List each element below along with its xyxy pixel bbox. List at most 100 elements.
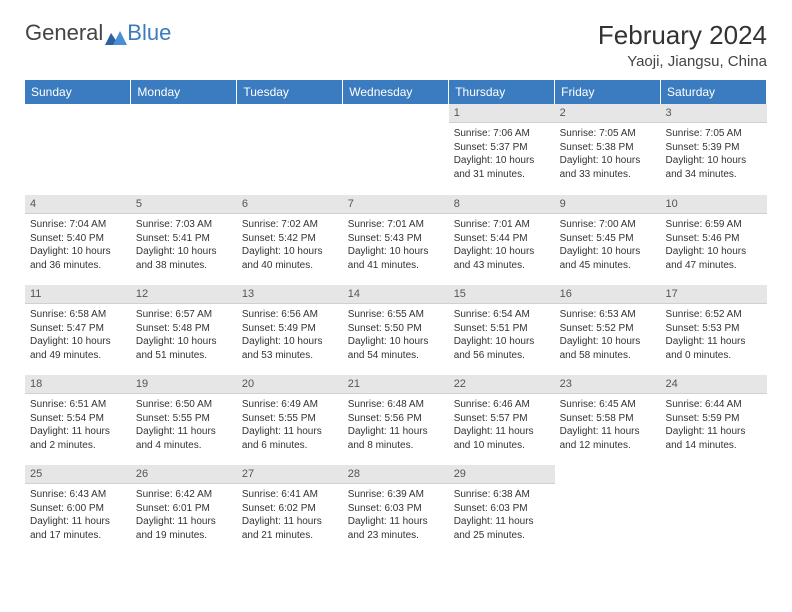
day-number: 26 <box>131 465 237 484</box>
daylight-text: Daylight: 10 hours and 56 minutes. <box>454 335 550 362</box>
sunrise-text: Sunrise: 7:00 AM <box>560 218 656 232</box>
sunset-text: Sunset: 5:43 PM <box>348 232 444 246</box>
daylight-text: Daylight: 11 hours and 14 minutes. <box>666 425 762 452</box>
calendar-cell: 1Sunrise: 7:06 AMSunset: 5:37 PMDaylight… <box>449 104 555 194</box>
page-header: General Blue February 2024 Yaoji, Jiangs… <box>25 20 767 70</box>
sunrise-text: Sunrise: 6:51 AM <box>30 398 126 412</box>
day-number: 14 <box>343 285 449 304</box>
daylight-text: Daylight: 11 hours and 10 minutes. <box>454 425 550 452</box>
day-number: 8 <box>449 195 555 214</box>
day-body: Sunrise: 6:51 AMSunset: 5:54 PMDaylight:… <box>25 394 131 456</box>
sunrise-text: Sunrise: 6:58 AM <box>30 308 126 322</box>
day-body: Sunrise: 6:48 AMSunset: 5:56 PMDaylight:… <box>343 394 449 456</box>
calendar-cell <box>555 464 661 554</box>
sunrise-text: Sunrise: 6:44 AM <box>666 398 762 412</box>
calendar-cell: 4 Sunrise: 7:04 AMSunset: 5:40 PMDaylight… <box>25 194 131 284</box>
daylight-text: Daylight: 10 hours and 40 minutes. <box>242 245 338 272</box>
day-number: 20 <box>237 375 343 394</box>
sunrise-text: Sunrise: 6:49 AM <box>242 398 338 412</box>
calendar-cell <box>25 104 131 194</box>
sunset-text: Sunset: 5:49 PM <box>242 322 338 336</box>
sunset-text: Sunset: 5:39 PM <box>666 141 762 155</box>
day-body: Sunrise: 7:05 AMSunset: 5:39 PMDaylight:… <box>661 123 767 185</box>
sunset-text: Sunset: 5:56 PM <box>348 412 444 426</box>
day-body: Sunrise: 6:41 AMSunset: 6:02 PMDaylight:… <box>237 484 343 546</box>
day-number: 4 <box>25 195 131 214</box>
sunrise-text: Sunrise: 7:01 AM <box>454 218 550 232</box>
day-number: 27 <box>237 465 343 484</box>
sunrise-text: Sunrise: 7:04 AM <box>30 218 126 232</box>
day-header: Sunday <box>25 80 131 104</box>
sunrise-text: Sunrise: 7:01 AM <box>348 218 444 232</box>
sunrise-text: Sunrise: 6:59 AM <box>666 218 762 232</box>
sunrise-text: Sunrise: 7:03 AM <box>136 218 232 232</box>
day-number: 22 <box>449 375 555 394</box>
daylight-text: Daylight: 11 hours and 17 minutes. <box>30 515 126 542</box>
calendar-cell: 6Sunrise: 7:02 AMSunset: 5:42 PMDaylight… <box>237 194 343 284</box>
daylight-text: Daylight: 11 hours and 2 minutes. <box>30 425 126 452</box>
calendar-cell: 10Sunrise: 6:59 AMSunset: 5:46 PMDayligh… <box>661 194 767 284</box>
sunset-text: Sunset: 5:48 PM <box>136 322 232 336</box>
sunrise-text: Sunrise: 6:46 AM <box>454 398 550 412</box>
sunrise-text: Sunrise: 6:57 AM <box>136 308 232 322</box>
brand-logo: General Blue <box>25 20 171 46</box>
daylight-text: Daylight: 11 hours and 19 minutes. <box>136 515 232 542</box>
daylight-text: Daylight: 10 hours and 45 minutes. <box>560 245 656 272</box>
daylight-text: Daylight: 10 hours and 47 minutes. <box>666 245 762 272</box>
daylight-text: Daylight: 10 hours and 36 minutes. <box>30 245 126 272</box>
location-text: Yaoji, Jiangsu, China <box>598 53 767 70</box>
day-header: Tuesday <box>237 80 343 104</box>
day-number: 24 <box>661 375 767 394</box>
day-body: Sunrise: 7:06 AMSunset: 5:37 PMDaylight:… <box>449 123 555 185</box>
day-body: Sunrise: 6:57 AMSunset: 5:48 PMDaylight:… <box>131 304 237 366</box>
day-number: 10 <box>661 195 767 214</box>
calendar-cell: 26Sunrise: 6:42 AMSunset: 6:01 PMDayligh… <box>131 464 237 554</box>
sunrise-text: Sunrise: 6:43 AM <box>30 488 126 502</box>
calendar-cell: 8Sunrise: 7:01 AMSunset: 5:44 PMDaylight… <box>449 194 555 284</box>
day-number: 15 <box>449 285 555 304</box>
sunrise-text: Sunrise: 7:05 AM <box>560 127 656 141</box>
calendar-cell <box>131 104 237 194</box>
day-number: 3 <box>661 104 767 123</box>
daylight-text: Daylight: 11 hours and 21 minutes. <box>242 515 338 542</box>
month-title: February 2024 <box>598 20 767 51</box>
day-body: Sunrise: 7:02 AMSunset: 5:42 PMDaylight:… <box>237 214 343 276</box>
daylight-text: Daylight: 10 hours and 34 minutes. <box>666 154 762 181</box>
sunset-text: Sunset: 5:41 PM <box>136 232 232 246</box>
sunset-text: Sunset: 6:03 PM <box>348 502 444 516</box>
daylight-text: Daylight: 11 hours and 23 minutes. <box>348 515 444 542</box>
sunset-text: Sunset: 5:55 PM <box>242 412 338 426</box>
day-header: Wednesday <box>343 80 449 104</box>
daylight-text: Daylight: 11 hours and 4 minutes. <box>136 425 232 452</box>
day-body: Sunrise: 6:52 AMSunset: 5:53 PMDaylight:… <box>661 304 767 366</box>
calendar-cell: 14Sunrise: 6:55 AMSunset: 5:50 PMDayligh… <box>343 284 449 374</box>
calendar-cell: 19Sunrise: 6:50 AMSunset: 5:55 PMDayligh… <box>131 374 237 464</box>
day-number: 6 <box>237 195 343 214</box>
calendar-cell: 27Sunrise: 6:41 AMSunset: 6:02 PMDayligh… <box>237 464 343 554</box>
sunset-text: Sunset: 5:46 PM <box>666 232 762 246</box>
daylight-text: Daylight: 11 hours and 25 minutes. <box>454 515 550 542</box>
day-body: Sunrise: 6:43 AMSunset: 6:00 PMDaylight:… <box>25 484 131 546</box>
calendar-cell: 22 Sunrise: 6:46 AMSunset: 5:57 PMDayligh… <box>449 374 555 464</box>
daylight-text: Daylight: 11 hours and 8 minutes. <box>348 425 444 452</box>
sunrise-text: Sunrise: 7:06 AM <box>454 127 550 141</box>
sunrise-text: Sunrise: 6:56 AM <box>242 308 338 322</box>
sunset-text: Sunset: 6:03 PM <box>454 502 550 516</box>
calendar-row: 1Sunrise: 7:06 AMSunset: 5:37 PMDaylight… <box>25 104 767 194</box>
sunset-text: Sunset: 5:42 PM <box>242 232 338 246</box>
sunset-text: Sunset: 5:40 PM <box>30 232 126 246</box>
sunrise-text: Sunrise: 6:53 AM <box>560 308 656 322</box>
sunrise-text: Sunrise: 6:41 AM <box>242 488 338 502</box>
sunrise-text: Sunrise: 7:02 AM <box>242 218 338 232</box>
day-body: Sunrise: 6:58 AMSunset: 5:47 PMDaylight:… <box>25 304 131 366</box>
sunset-text: Sunset: 5:57 PM <box>454 412 550 426</box>
sunrise-text: Sunrise: 7:05 AM <box>666 127 762 141</box>
day-number: 12 <box>131 285 237 304</box>
day-number: 11 <box>25 285 131 304</box>
day-body: Sunrise: 6:59 AMSunset: 5:46 PMDaylight:… <box>661 214 767 276</box>
calendar-row: 4Sunrise: 7:04 AMSunset: 5:40 PMDaylight… <box>25 194 767 284</box>
day-number: 7 <box>343 195 449 214</box>
day-body: Sunrise: 7:03 AMSunset: 5:41 PMDaylight:… <box>131 214 237 276</box>
day-body: Sunrise: 6:45 AMSunset: 5:58 PMDaylight:… <box>555 394 661 456</box>
sunset-text: Sunset: 5:45 PM <box>560 232 656 246</box>
